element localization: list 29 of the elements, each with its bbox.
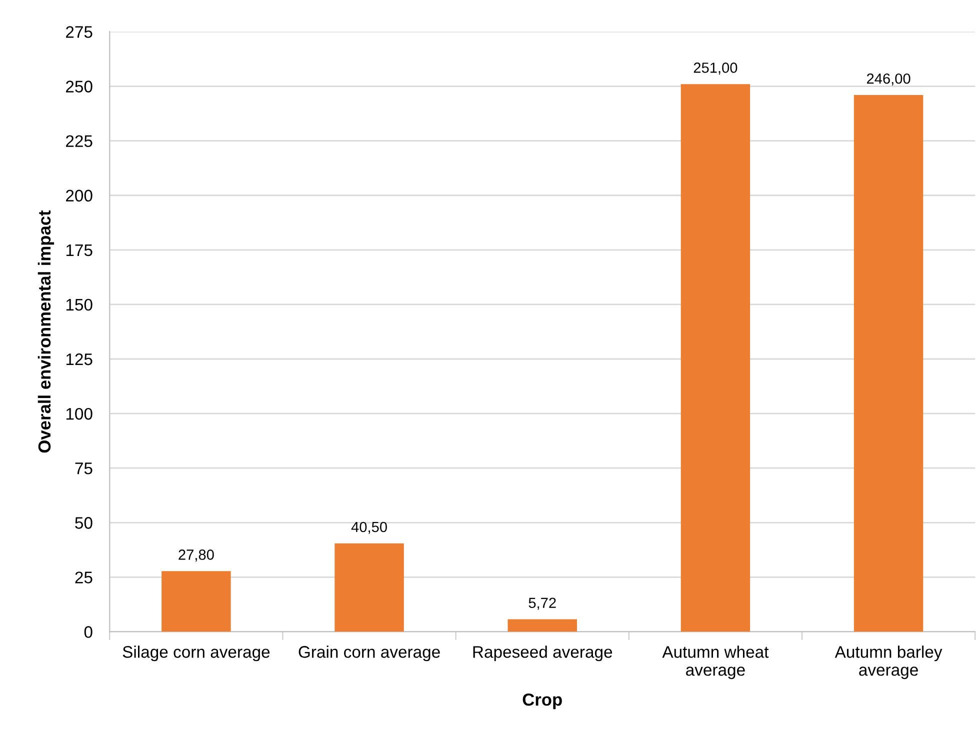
x-tick-label: Silage corn average bbox=[122, 646, 270, 662]
y-tick-label: 150 bbox=[66, 298, 92, 311]
x-tick-label: Autumn barley average bbox=[834, 646, 942, 680]
y-tick-label: 0 bbox=[84, 626, 92, 638]
y-tick-label: 200 bbox=[66, 190, 92, 202]
data-label: 27,80 bbox=[178, 550, 214, 562]
bar bbox=[680, 84, 750, 632]
y-axis-title: Overall environmental impact bbox=[38, 210, 54, 453]
bar bbox=[854, 95, 924, 632]
data-label: 40,50 bbox=[351, 522, 387, 534]
x-tick-label: Grain corn average bbox=[298, 646, 440, 662]
data-label: 251,00 bbox=[694, 62, 738, 75]
y-tick-label: 175 bbox=[66, 244, 92, 256]
y-tick-label: 225 bbox=[66, 135, 92, 148]
bar bbox=[162, 571, 231, 632]
y-tick-label: 250 bbox=[66, 80, 92, 92]
x-tick-label: Rapeseed average bbox=[473, 646, 612, 662]
x-tick-label: Autumn wheat average bbox=[662, 646, 769, 680]
y-tick-label: 75 bbox=[75, 462, 92, 474]
y-tick-label: 25 bbox=[75, 572, 92, 584]
bar bbox=[334, 543, 404, 632]
data-label: 246,00 bbox=[866, 73, 910, 86]
y-tick-label: 125 bbox=[66, 353, 92, 366]
y-tick-label: 50 bbox=[75, 517, 92, 529]
x-axis-title: Crop bbox=[522, 693, 562, 710]
bar bbox=[508, 619, 577, 632]
y-tick-label: 275 bbox=[66, 26, 92, 38]
y-tick-label: 100 bbox=[66, 408, 92, 420]
data-label: 5,72 bbox=[528, 598, 556, 610]
